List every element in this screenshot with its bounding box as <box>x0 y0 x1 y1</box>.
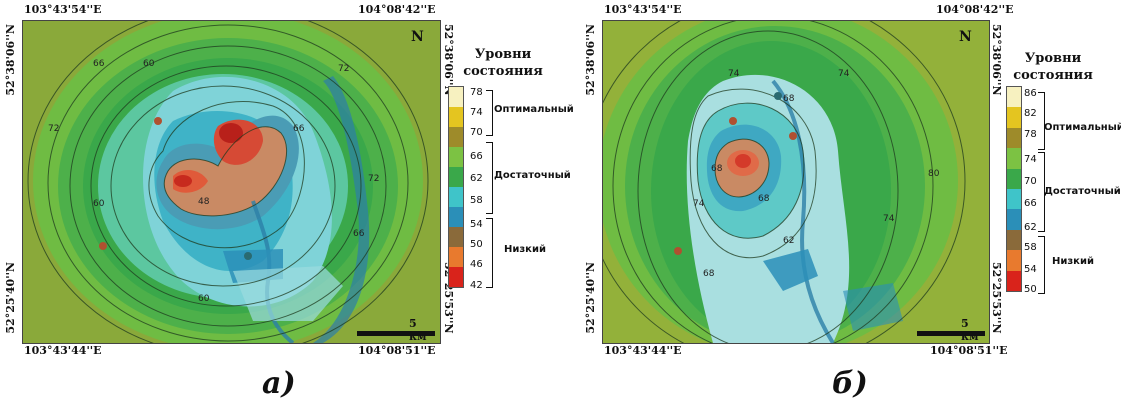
contour-label: 66 <box>353 229 365 239</box>
contour-label: 74 <box>728 69 740 79</box>
contour-map-b: 74 74 68 68 80 74 68 62 68 74 N 5 км <box>602 20 990 344</box>
lon-top-right: 104°08'42''E <box>358 3 436 16</box>
lon-top-right: 104°08'42''E <box>936 3 1014 16</box>
contour-label: 68 <box>758 194 770 204</box>
contour-label: 74 <box>838 69 850 79</box>
lat-bottom-right: 52°25'53''N <box>990 262 1003 334</box>
legend-tick: 74 <box>470 107 483 118</box>
lat-top-right: 52°38'06''N <box>990 24 1003 96</box>
lat-top-right: 52°38'06''N <box>442 24 455 96</box>
legend-tick: 54 <box>1024 264 1037 275</box>
contour-label: 80 <box>928 169 940 179</box>
contour-label: 48 <box>198 197 210 207</box>
legend-colorbar <box>448 86 464 288</box>
contour-map-a: 66 60 72 72 66 60 48 72 66 60 N 5 км <box>22 20 441 344</box>
contour-label: 72 <box>48 124 59 134</box>
panel-label-b: б) <box>832 366 868 401</box>
contour-label: 72 <box>368 174 379 184</box>
legend-tick: 78 <box>470 87 483 98</box>
contour-label: 60 <box>198 294 210 304</box>
legend-tick: 62 <box>470 173 483 184</box>
legend-title: Уровни состояния <box>463 47 543 79</box>
lon-bottom-right: 104°08'51''E <box>930 344 1008 357</box>
level-optimal: Оптимальный <box>494 104 574 115</box>
legend-tick: 42 <box>470 280 483 291</box>
level-sufficient: Достаточный <box>494 170 571 181</box>
legend-tick: 66 <box>1024 198 1037 209</box>
lon-bottom-left: 103°43'44''E <box>24 344 102 357</box>
level-bracket-sufficient <box>1038 152 1045 232</box>
level-optimal: Оптимальный <box>1044 122 1121 133</box>
contour-label: 66 <box>293 124 305 134</box>
legend-tick: 58 <box>470 195 483 206</box>
map-panel-a: 103°43'54''E 104°08'42''E 103°43'44''E 1… <box>0 0 574 409</box>
level-bracket-low <box>486 218 493 288</box>
legend-tick: 54 <box>470 219 483 230</box>
legend-tick: 62 <box>1024 222 1037 233</box>
contour-label: 74 <box>693 199 705 209</box>
level-bracket-low <box>1038 236 1045 294</box>
legend-tick: 82 <box>1024 108 1037 119</box>
legend-title: Уровни состояния <box>1013 51 1093 83</box>
contour-label: 68 <box>711 164 723 174</box>
level-low: Низкий <box>504 244 546 255</box>
legend-tick: 78 <box>1024 129 1037 140</box>
contour-label: 68 <box>783 94 795 104</box>
lon-top-left: 103°43'54''E <box>24 3 102 16</box>
panel-label-a: а) <box>262 366 296 401</box>
legend-tick: 74 <box>1024 154 1037 165</box>
legend-tick: 70 <box>470 127 483 138</box>
legend-tick: 70 <box>1024 176 1037 187</box>
level-bracket-optimal <box>1038 92 1045 150</box>
contour-map-b-graphic: 74 74 68 68 80 74 68 62 68 74 <box>603 21 989 343</box>
contour-label: 72 <box>338 64 349 74</box>
legend-tick: 50 <box>470 239 483 250</box>
contour-map-a-graphic: 66 60 72 72 66 60 48 72 66 60 <box>23 21 440 343</box>
legend-tick: 50 <box>1024 284 1037 295</box>
lat-bottom-left: 52°25'40''N <box>584 262 597 334</box>
lon-bottom-right: 104°08'51''E <box>358 344 436 357</box>
legend-tick: 86 <box>1024 88 1037 99</box>
level-sufficient: Достаточный <box>1044 186 1121 197</box>
lon-bottom-left: 103°43'44''E <box>604 344 682 357</box>
legend-tick: 58 <box>1024 242 1037 253</box>
north-arrow-icon: N <box>959 29 972 45</box>
legend-tick: 46 <box>470 259 483 270</box>
lat-top-left: 52°38'06''N <box>4 24 17 96</box>
map-panel-b: 103°43'54''E 104°08'42''E 103°43'44''E 1… <box>580 0 1121 409</box>
lon-top-left: 103°43'54''E <box>604 3 682 16</box>
level-low: Низкий <box>1052 256 1094 267</box>
lat-bottom-left: 52°25'40''N <box>4 262 17 334</box>
contour-label: 60 <box>93 199 105 209</box>
contour-label: 62 <box>783 236 794 246</box>
level-bracket-optimal <box>486 90 493 136</box>
legend-tick: 66 <box>470 151 483 162</box>
lat-top-left: 52°38'06''N <box>584 24 597 96</box>
north-arrow-icon: N <box>411 29 424 45</box>
contour-label: 68 <box>703 269 715 279</box>
contour-label: 60 <box>143 59 155 69</box>
legend-colorbar <box>1006 86 1022 292</box>
contour-label: 66 <box>93 59 105 69</box>
contour-label: 74 <box>883 214 895 224</box>
level-bracket-sufficient <box>486 142 493 214</box>
